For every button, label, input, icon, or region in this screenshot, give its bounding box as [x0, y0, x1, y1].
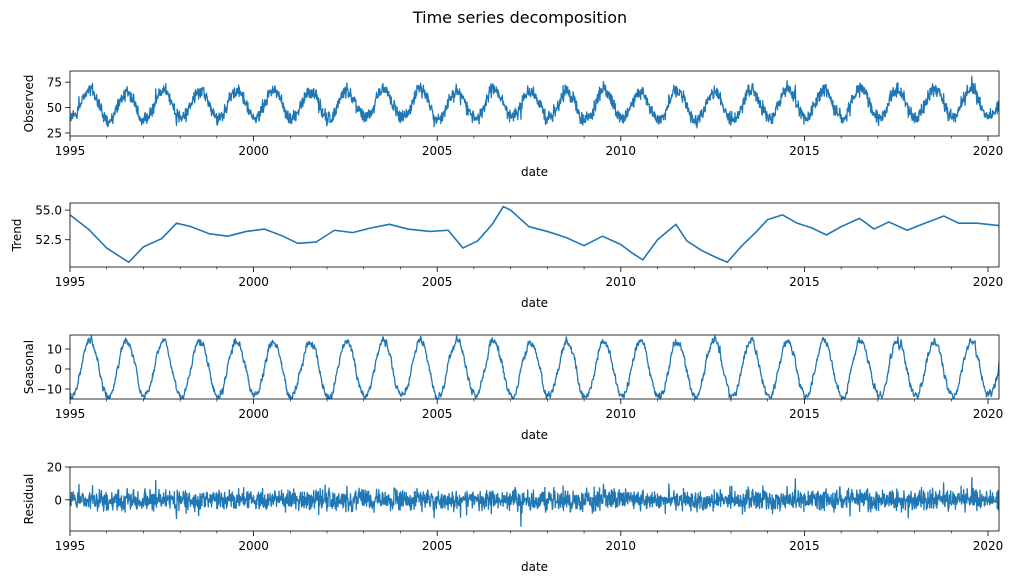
seasonal-x-tick-label: 2015	[789, 407, 820, 421]
residual-x-tick-label: 2020	[973, 539, 1004, 553]
residual-axes-frame	[69, 466, 1000, 532]
observed-x-tick-label: 1995	[55, 144, 86, 158]
residual-y-tick-label: 20	[47, 461, 62, 475]
seasonal-series-line	[70, 335, 999, 399]
observed-y-tick-label: 25	[47, 126, 62, 140]
observed-y-tick-label: 50	[47, 101, 62, 115]
trend-y-tick-label: 52.5	[35, 233, 62, 247]
seasonal-y-tick-label: 10	[47, 343, 62, 357]
seasonal-y-tick-label: 0	[54, 363, 62, 377]
trend-x-axis-label: date	[521, 296, 548, 310]
residual-y-axis-label: Residual	[22, 474, 36, 525]
residual-y-tick-label: 0	[54, 493, 62, 507]
panel-observed: 1995 2000 2005 2010 2015 2020 date 25 50 75 Observ…	[22, 70, 1004, 179]
observed-x-tick-label: 2010	[606, 144, 637, 158]
observed-series-line	[70, 75, 999, 129]
trend-x-tick-label: 2010	[606, 275, 637, 289]
trend-y-axis-label: Trend	[10, 219, 24, 253]
seasonal-x-tick-label: 2020	[973, 407, 1004, 421]
seasonal-x-axis-label: date	[521, 428, 548, 442]
observed-x-tick-label: 2000	[238, 144, 269, 158]
trend-axes-frame	[69, 202, 1000, 268]
residual-x-axis-label: date	[521, 560, 548, 574]
residual-series-line	[70, 476, 999, 528]
observed-y-tick-label: 75	[47, 76, 62, 90]
observed-x-tick-label: 2020	[973, 144, 1004, 158]
trend-x-tick-label: 1995	[55, 275, 86, 289]
panel-trend: 1995 2000 2005 2010 2015 2020 date 52.5 55.0 Tren…	[10, 202, 1004, 310]
residual-x-tick-label: 1995	[55, 539, 86, 553]
trend-x-tick-label: 2015	[789, 275, 820, 289]
observed-x-tick-label: 2015	[789, 144, 820, 158]
observed-x-tick-label: 2005	[422, 144, 453, 158]
seasonal-x-tick-label: 2010	[606, 407, 637, 421]
seasonal-x-tick-label: 1995	[55, 407, 86, 421]
seasonal-x-tick-label: 2000	[238, 407, 269, 421]
chart-title: Time series decomposition	[412, 8, 627, 27]
panel-seasonal: 1995 2000 2005 2010 2015 2020 date −10 0 10 Season…	[22, 334, 1004, 442]
subplots: 1995 2000 2005 2010 2015 2020date255075Observ…	[10, 70, 1004, 575]
seasonal-y-tick-label: −10	[37, 383, 62, 397]
seasonal-y-axis-label: Seasonal	[22, 340, 36, 394]
trend-series-line	[70, 205, 999, 264]
observed-y-axis-label: Observed	[22, 75, 36, 133]
trend-x-tick-label: 2005	[422, 275, 453, 289]
residual-x-tick-label: 2015	[789, 539, 820, 553]
residual-x-tick-label: 2000	[238, 539, 269, 553]
residual-x-tick-label: 2005	[422, 539, 453, 553]
observed-x-axis-label: date	[521, 165, 548, 179]
panel-residual: 1995 2000 2005 2010 2015 2020 date 0 20 Residual	[22, 461, 1003, 575]
seasonal-x-tick-label: 2005	[422, 407, 453, 421]
trend-x-tick-label: 2000	[238, 275, 269, 289]
trend-x-tick-label: 2020	[973, 275, 1004, 289]
trend-y-tick-label: 55.0	[35, 204, 62, 218]
seasonal-axes-frame	[69, 334, 1000, 400]
observed-axes-frame	[69, 70, 1000, 137]
residual-x-tick-label: 2010	[606, 539, 637, 553]
